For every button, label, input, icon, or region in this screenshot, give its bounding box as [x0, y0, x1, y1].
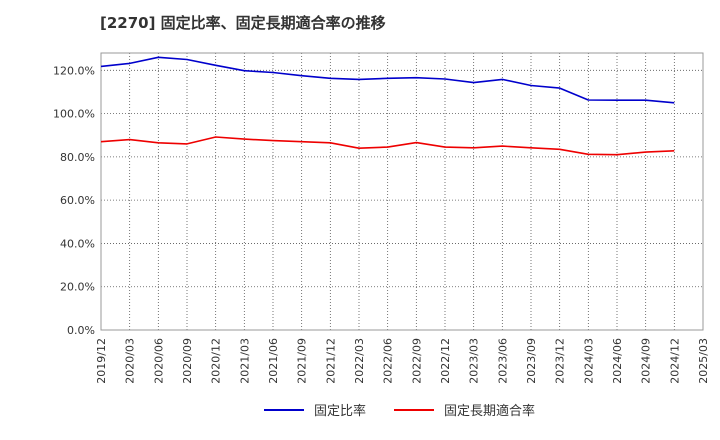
plot-frame	[100, 52, 704, 331]
x-tick-label: 2024/12	[668, 338, 681, 384]
x-tick-label: 2022/03	[353, 338, 366, 384]
x-tick-label: 2021/06	[267, 338, 280, 384]
x-tick-label: 2020/12	[210, 338, 223, 384]
chart-title: [2270] 固定比率、固定長期適合率の推移	[100, 14, 386, 32]
series-line-0	[100, 56, 675, 104]
series-line-1	[100, 136, 675, 156]
y-tick-label: 20.0%	[60, 281, 95, 294]
legend: 固定比率 固定長期適合率	[0, 400, 720, 424]
x-tick-label: 2021/09	[296, 338, 309, 384]
x-tick-label: 2022/09	[410, 338, 423, 384]
y-tick-label: 40.0%	[60, 237, 95, 250]
legend-label-long-term-fit-ratio: 固定長期適合率	[444, 404, 536, 419]
axis-layer	[100, 52, 704, 331]
y-tick-label: 120.0%	[53, 64, 95, 77]
x-tick-label: 2022/06	[382, 338, 395, 384]
legend-label-fixed-ratio: 固定比率	[314, 404, 367, 419]
x-tick-label: 2024/09	[640, 338, 653, 384]
x-tick-label: 2023/09	[525, 338, 538, 384]
y-tick-label: 80.0%	[60, 151, 95, 164]
legend-item-long-term-fit-ratio: 固定長期適合率	[394, 400, 535, 419]
y-tick-label: 60.0%	[60, 194, 95, 207]
legend-line-fixed-ratio	[264, 408, 304, 411]
x-tick-label: 2020/06	[152, 338, 165, 384]
legend-line-long-term-fit-ratio	[394, 408, 434, 411]
label-layer: 0.0% 20.0% 40.0% 60.0% 80.0% 100.0% 120.0% 2019…	[53, 64, 710, 383]
x-tick-label: 2024/03	[582, 338, 595, 384]
x-tick-label: 2020/09	[181, 338, 194, 384]
x-tick-label: 2021/12	[324, 338, 337, 384]
x-tick-label: 2020/03	[124, 338, 137, 384]
x-tick-label: 2023/06	[496, 338, 509, 384]
grid-layer	[101, 53, 703, 330]
x-tick-label: 2025/03	[697, 338, 710, 384]
series-layer	[100, 56, 675, 156]
x-tick-label: 2024/06	[611, 338, 624, 384]
x-tick-label: 2023/03	[468, 338, 481, 384]
x-tick-label: 2023/12	[554, 338, 567, 384]
x-tick-label: 2022/12	[439, 338, 452, 384]
y-tick-label: 0.0%	[67, 324, 95, 337]
chart-svg: 0.0% 20.0% 40.0% 60.0% 80.0% 100.0% 120.0% 2019…	[53, 52, 710, 384]
x-tick-label: 2019/12	[95, 338, 108, 384]
legend-item-fixed-ratio: 固定比率	[264, 400, 366, 419]
y-tick-label: 100.0%	[53, 108, 95, 121]
x-tick-label: 2021/03	[238, 338, 251, 384]
